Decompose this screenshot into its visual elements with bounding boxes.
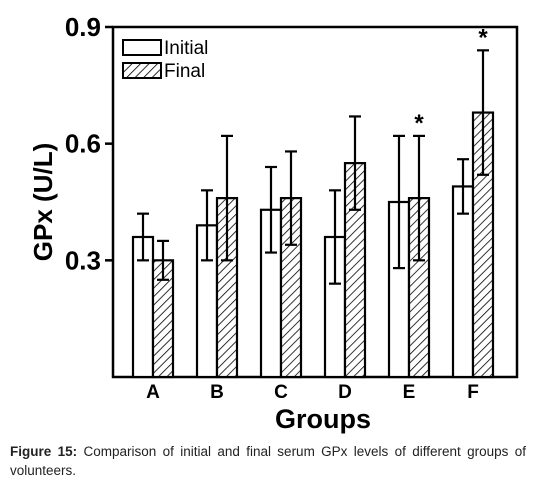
legend-label-initial: Initial [164,38,208,59]
x-tick-label: D [338,382,352,403]
x-tick-label: E [403,382,416,403]
y-axis-label: GPx (U/L) [28,143,58,261]
x-tick-label: B [210,382,224,403]
legend-label-final: Final [164,61,205,82]
y-tick-label: 0.9 [65,12,101,42]
plot-frame [111,25,519,379]
y-tick-label: 0.3 [65,245,101,275]
bar-initial-f [451,185,475,379]
legend-swatch-initial [122,39,162,56]
x-axis-label: Groups [275,404,371,434]
axes: 0.3 0.6 0.9 GPx (U/L) Groups A B C D E F [28,12,519,434]
bars: ** [131,24,495,379]
x-tick-label: F [467,382,479,403]
significance-marker: * [478,24,488,51]
significance-marker: * [414,110,424,137]
legend-swatch-final [122,62,162,79]
caption-text: Comparison of initial and final serum GP… [10,444,527,478]
x-tick-label: C [274,382,288,403]
x-tick-label: A [146,382,160,403]
y-tick-label: 0.6 [65,129,101,159]
caption-label: Figure 15: [10,444,78,459]
figure-caption: Figure 15: Comparison of initial and fin… [10,442,526,480]
